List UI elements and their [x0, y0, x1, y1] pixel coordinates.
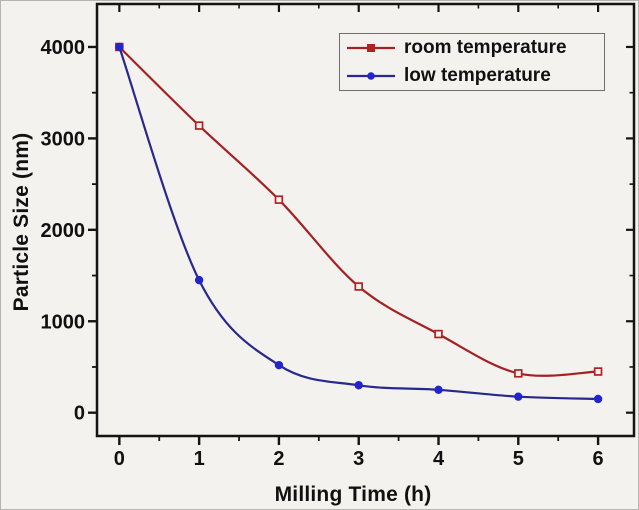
- x-tick-label: 6: [593, 448, 604, 470]
- y-tick-label: 4000: [41, 37, 86, 59]
- x-tick-label: 0: [114, 448, 125, 470]
- x-tick-label: 3: [353, 448, 364, 470]
- room-temperature-line: [118, 45, 600, 377]
- legend-circle-marker: [367, 72, 375, 80]
- data-point-square: [274, 195, 284, 204]
- low-temperature-swatch-icon: [347, 72, 395, 80]
- y-tick-label: 3000: [41, 128, 86, 150]
- plot-frame: [95, 2, 636, 438]
- data-point-circle: [194, 275, 204, 285]
- legend-label-low-temperature: low temperature: [404, 65, 551, 86]
- data-point-circle: [115, 42, 124, 52]
- legend-label-room-temperature: room temperature: [404, 37, 567, 58]
- data-point-circle: [514, 392, 523, 401]
- legend-item-room-temperature: room temperature: [346, 34, 604, 62]
- y-axis-title: Particle Size (nm): [10, 132, 33, 312]
- data-point-square: [514, 369, 523, 378]
- data-point-circle: [354, 381, 363, 390]
- legend-square-marker: [367, 44, 375, 52]
- legend: room temperature low temperature: [339, 33, 605, 91]
- data-point-circle: [274, 360, 284, 370]
- legend-item-low-temperature: low temperature: [346, 62, 604, 90]
- x-tick-label: 4: [433, 448, 445, 470]
- data-point-square: [194, 121, 204, 130]
- data-point-circle: [593, 394, 603, 404]
- y-tick-label: 2000: [41, 220, 86, 242]
- x-tick-label: 1: [194, 448, 205, 470]
- data-point-square: [593, 367, 603, 376]
- data-point-circle: [434, 385, 443, 395]
- x-tick-label: 5: [513, 448, 524, 470]
- data-point-square: [354, 282, 363, 291]
- x-tick-label: 2: [273, 448, 284, 470]
- low-temperature-line: [118, 45, 600, 401]
- y-tick-label: 0: [74, 403, 85, 425]
- data-point-square: [434, 329, 443, 339]
- x-axis-title: Milling Time (h): [274, 483, 432, 506]
- low-temperature-points: [115, 42, 603, 404]
- room-temperature-points: [115, 42, 603, 378]
- y-tick-label: 1000: [41, 311, 86, 333]
- room-temperature-swatch-icon: [347, 44, 395, 52]
